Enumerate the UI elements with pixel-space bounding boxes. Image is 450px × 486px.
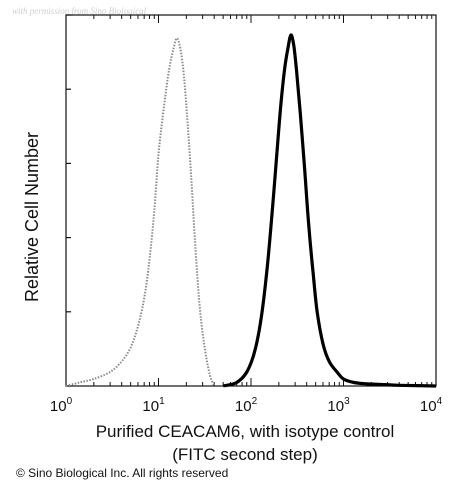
x-tick-exponent: 4 [437,396,443,407]
y-axis-label: Relative Cell Number [22,132,42,302]
x-axis-label: Purified CEACAM6, with isotype control (… [0,420,450,466]
x-axis-ticks: 100 101 102 103 104 [50,15,443,415]
x-tick-label: 103 [327,396,350,415]
isotype-control-curve [65,37,216,387]
x-tick-exponent: 1 [159,396,165,407]
x-tick-exponent: 2 [252,396,258,407]
plot-frame [65,14,437,387]
x-tick-label: 104 [420,396,443,415]
series-layer [65,33,437,388]
watermark-text: with permission from Sino Biological [12,6,147,16]
x-tick-exponent: 0 [67,396,73,407]
y-axis-ticks [66,14,71,387]
ceacam6-curve [222,33,437,388]
x-tick-label: 100 [50,396,73,415]
x-tick-exponent: 3 [344,396,350,407]
x-tick-label: 102 [235,396,258,415]
x-tick-label: 101 [142,396,165,415]
x-axis-label-line1: Purified CEACAM6, with isotype control [95,422,395,441]
x-axis-label-line2: (FITC second step) [172,445,318,464]
copyright-text: © Sino Biological Inc. All rights reserv… [16,466,229,480]
plot-border [65,14,437,387]
